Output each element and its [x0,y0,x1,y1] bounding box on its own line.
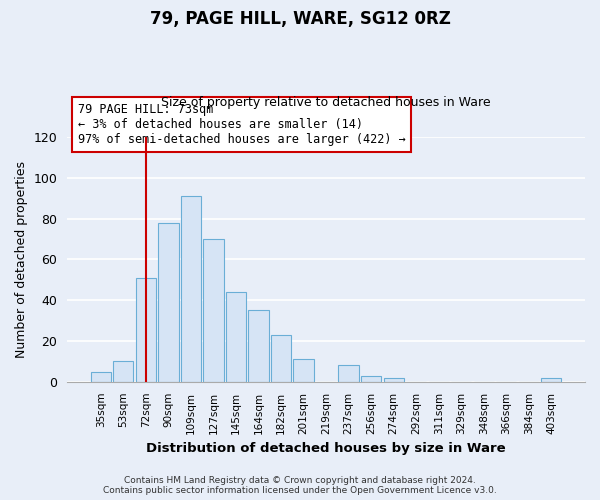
X-axis label: Distribution of detached houses by size in Ware: Distribution of detached houses by size … [146,442,506,455]
Bar [203,239,224,382]
Bar [91,372,111,382]
Bar [338,366,359,382]
Bar [383,378,404,382]
Y-axis label: Number of detached properties: Number of detached properties [15,161,28,358]
Title: Size of property relative to detached houses in Ware: Size of property relative to detached ho… [161,96,491,110]
Bar [113,362,133,382]
Bar [361,376,381,382]
Bar [226,292,246,382]
Bar [271,335,291,382]
Bar [136,278,156,382]
Text: 79 PAGE HILL: 73sqm
← 3% of detached houses are smaller (14)
97% of semi-detache: 79 PAGE HILL: 73sqm ← 3% of detached hou… [77,102,405,146]
Bar [248,310,269,382]
Bar [158,222,179,382]
Text: 79, PAGE HILL, WARE, SG12 0RZ: 79, PAGE HILL, WARE, SG12 0RZ [149,10,451,28]
Bar [181,196,201,382]
Bar [541,378,562,382]
Text: Contains HM Land Registry data © Crown copyright and database right 2024.
Contai: Contains HM Land Registry data © Crown c… [103,476,497,495]
Bar [293,360,314,382]
